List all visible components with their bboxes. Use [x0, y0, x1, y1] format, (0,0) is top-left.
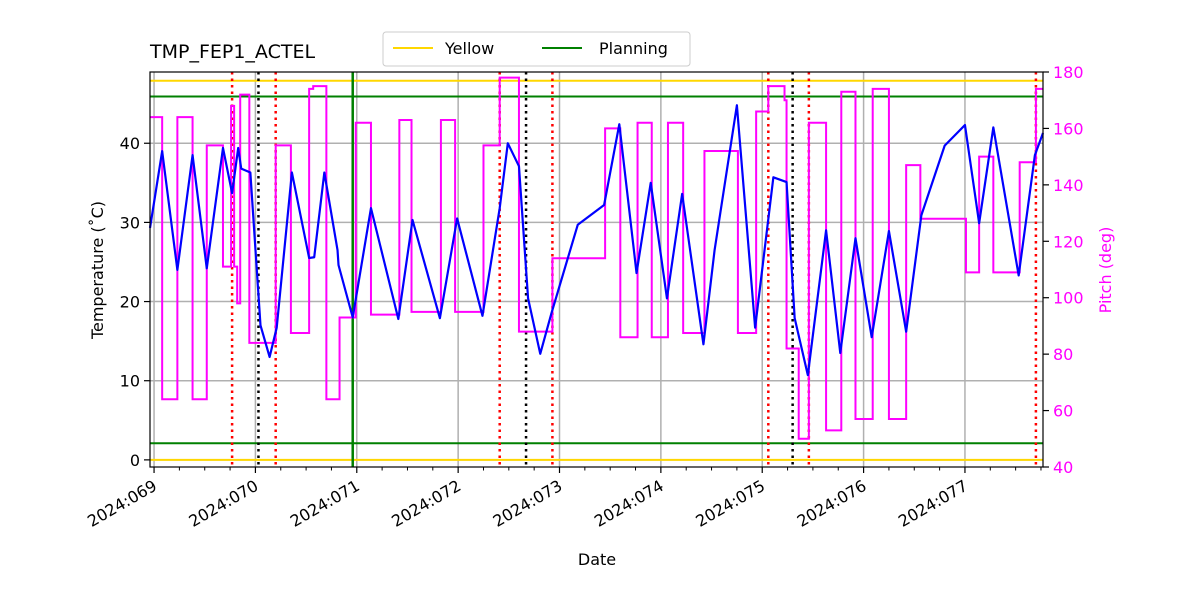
x-tick-label: 2024:069: [84, 476, 160, 531]
legend: Yellow Planning: [382, 31, 691, 67]
y-tick-label: 40: [120, 134, 140, 153]
x-tick-label: 2024:073: [490, 476, 566, 531]
chart-title: TMP_FEP1_ACTEL: [149, 41, 315, 63]
y-tick-label: 10: [120, 372, 140, 391]
y2-tick-label: 120: [1053, 232, 1084, 251]
temperature-line: [148, 104, 1045, 377]
y2-tick-label: 40: [1053, 458, 1073, 477]
y-axis-label: Temperature (˚C): [88, 201, 107, 340]
pitch-line: [150, 76, 1043, 440]
x-tick-label: 2024:077: [895, 476, 971, 531]
y2-tick-label: 60: [1053, 402, 1073, 421]
y2-axis-label: Pitch (deg): [1096, 227, 1115, 314]
legend-label-yellow: Yellow: [444, 39, 494, 58]
y-tick-label: 30: [120, 213, 140, 232]
x-tick-label: 2024:076: [794, 476, 870, 531]
y2-tick-label: 140: [1053, 176, 1084, 195]
legend-label-planning: Planning: [599, 39, 668, 58]
y2-tick-label: 160: [1053, 119, 1084, 138]
x-tick-label: 2024:072: [388, 476, 464, 531]
plot-frame: [149, 71, 1044, 468]
x-tick-label: 2024:070: [186, 476, 262, 531]
series: [148, 76, 1045, 440]
x-axis-label: Date: [578, 550, 616, 569]
y2-tick-label: 80: [1053, 345, 1073, 364]
reference-lines: [150, 72, 1043, 467]
x-tick-label: 2024:071: [287, 476, 363, 531]
y2-tick-label: 100: [1053, 289, 1084, 308]
y-tick-label: 0: [130, 451, 140, 470]
x-tick-label: 2024:075: [692, 476, 768, 531]
legend-box: [382, 31, 691, 67]
x-tick-label: 2024:074: [591, 476, 667, 531]
y-tick-label: 20: [120, 293, 140, 312]
y2-tick-label: 180: [1053, 63, 1084, 82]
grid: [150, 72, 1043, 467]
